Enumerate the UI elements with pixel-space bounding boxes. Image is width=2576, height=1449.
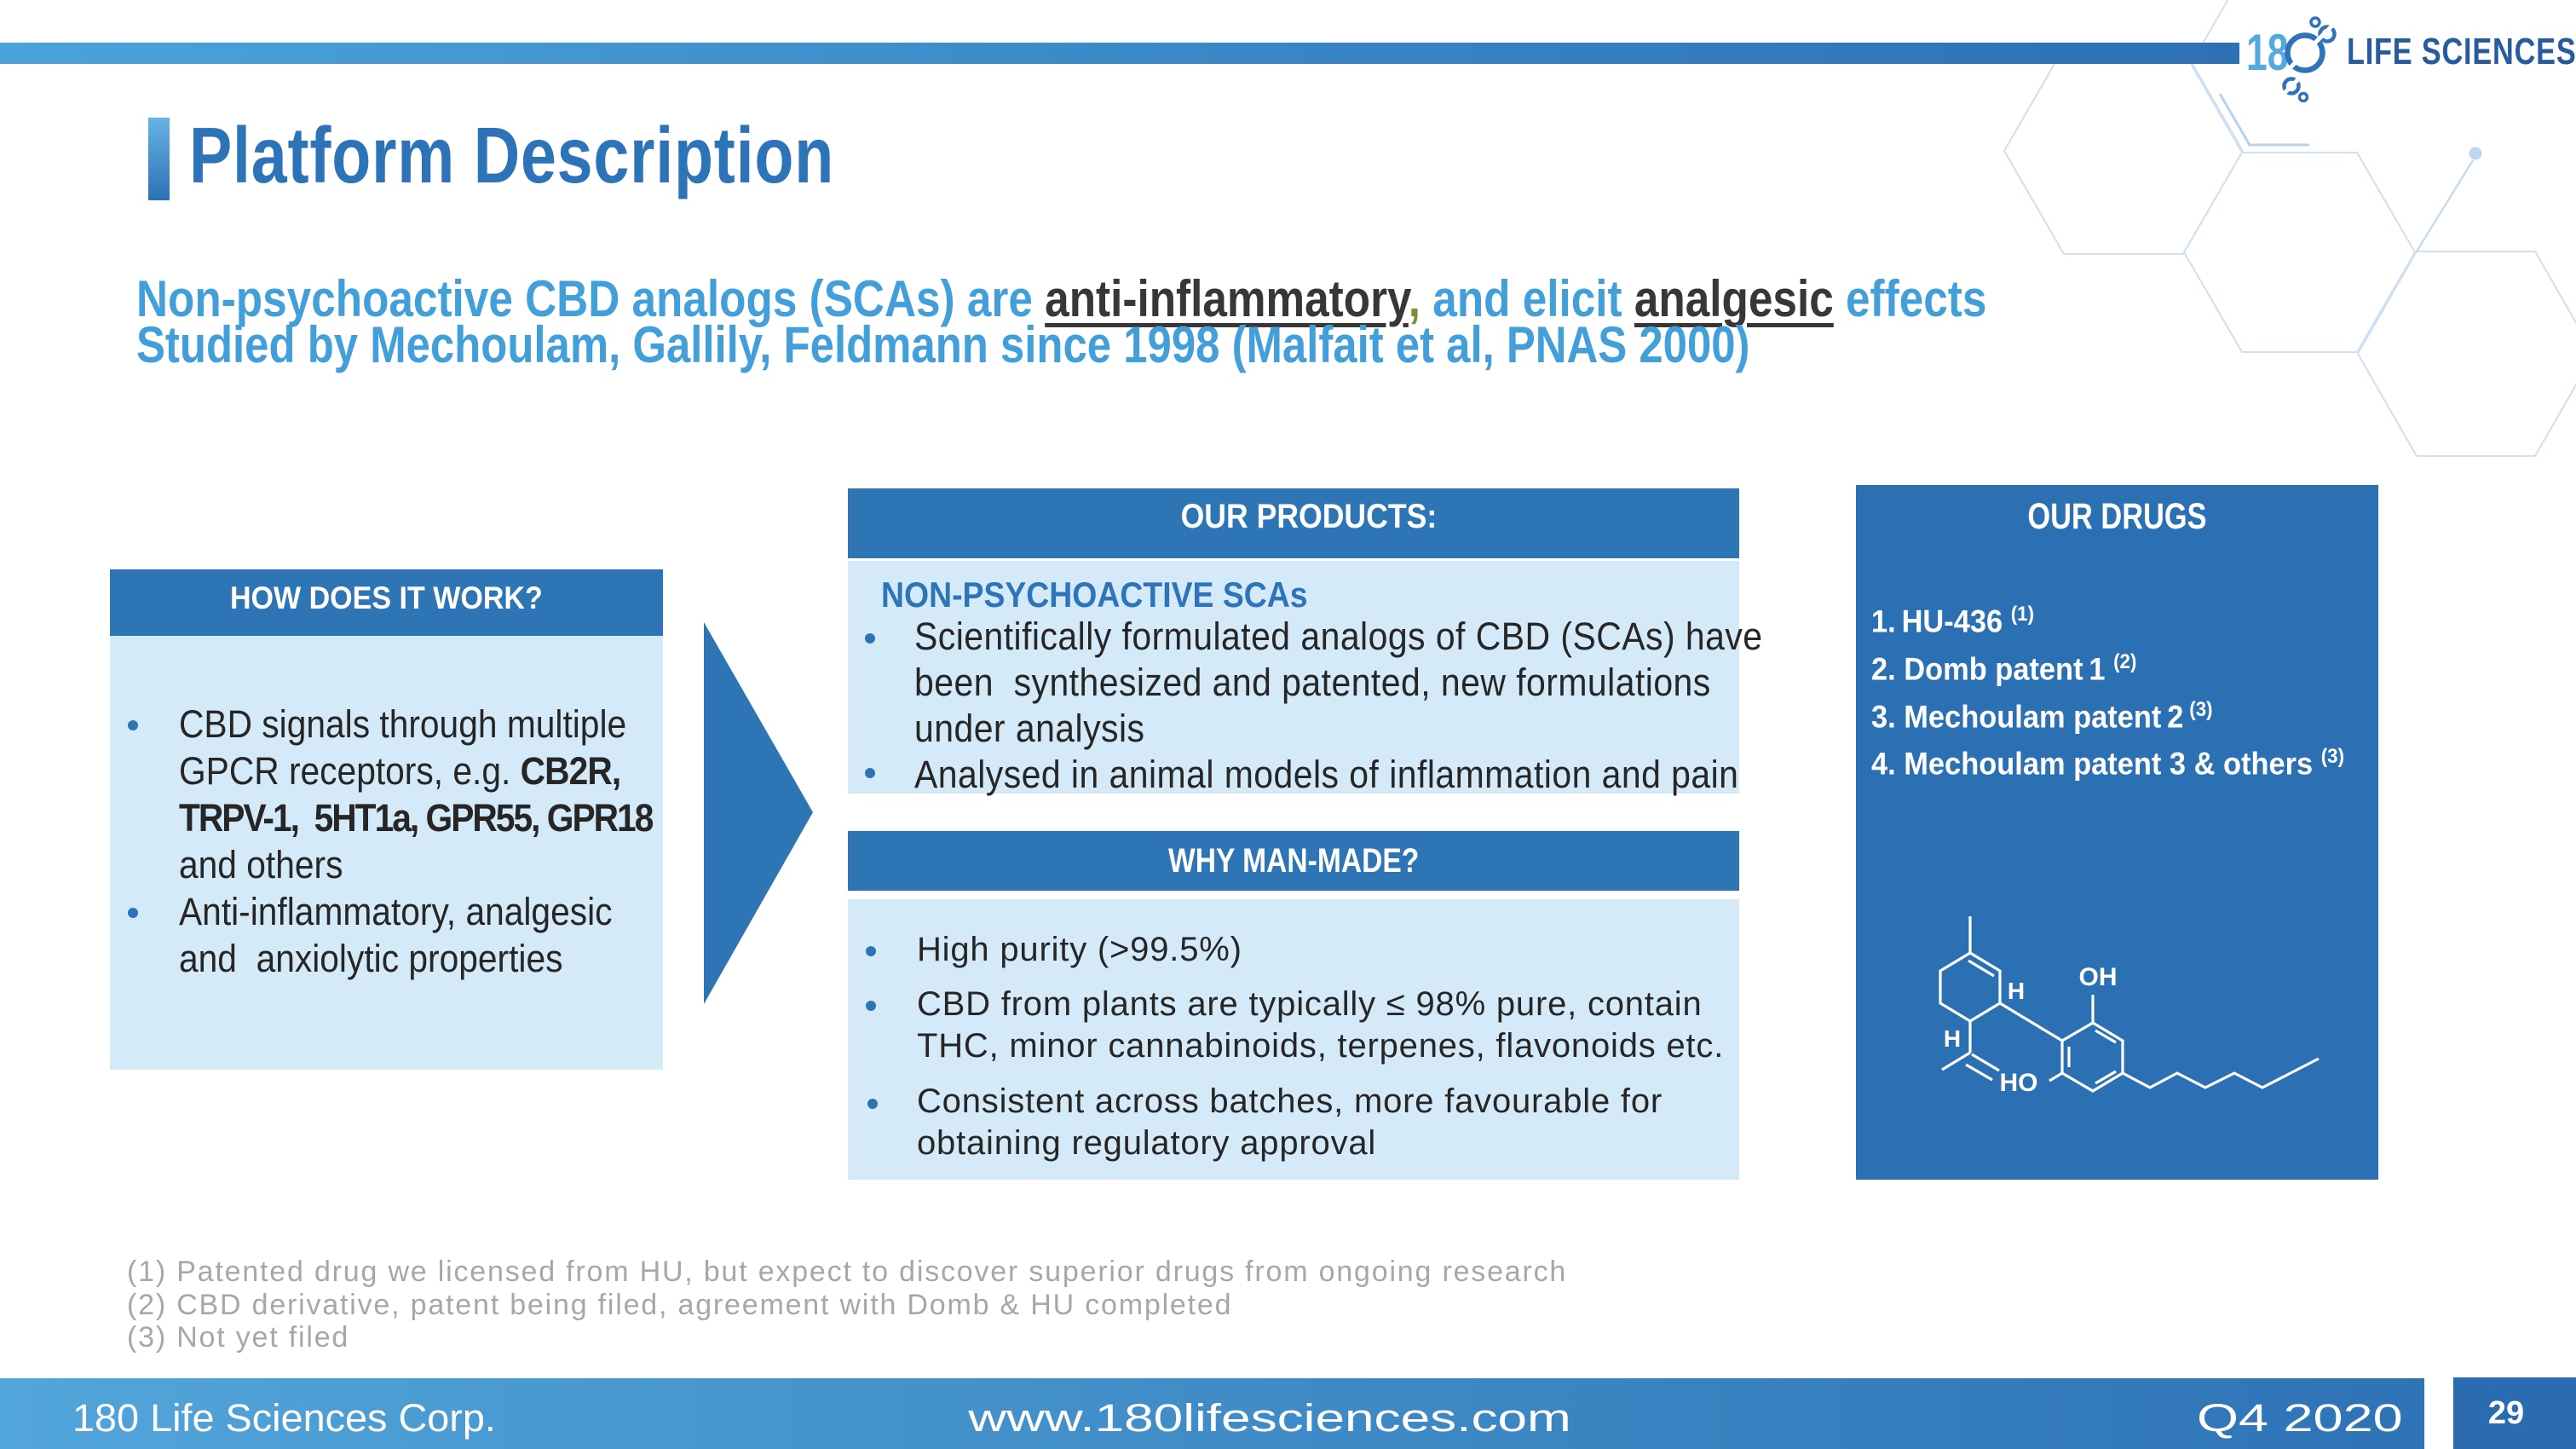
- svg-text:H: H: [1944, 1025, 1961, 1052]
- svg-text:H: H: [2008, 978, 2025, 1004]
- svg-text:HO: HO: [2000, 1069, 2038, 1097]
- svg-text:OH: OH: [2079, 963, 2118, 991]
